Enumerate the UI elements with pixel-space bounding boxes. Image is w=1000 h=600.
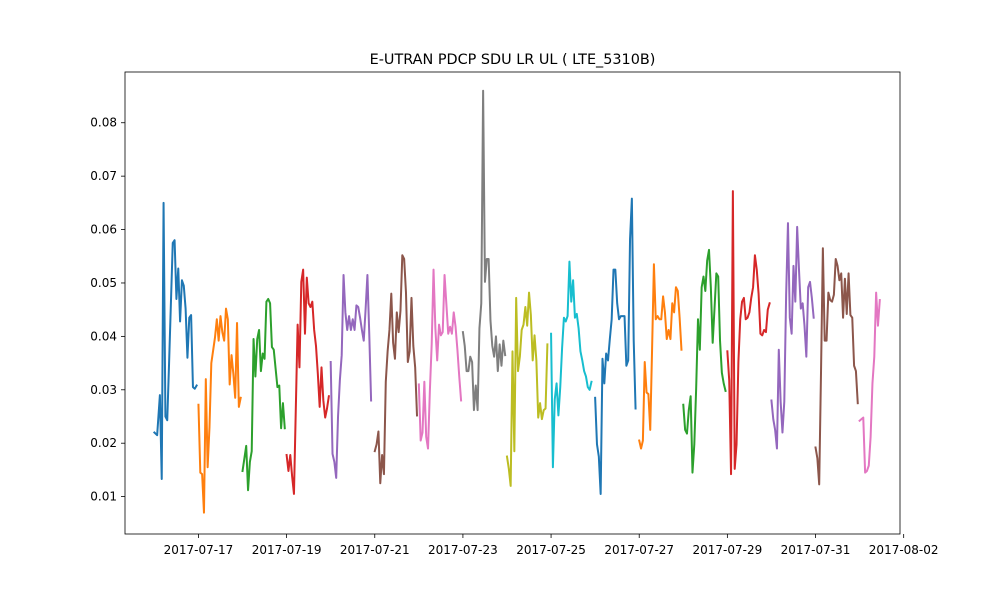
series-line-7 [417, 268, 463, 450]
series-line-12 [638, 263, 683, 450]
x-tick-label: 2017-07-23 [428, 543, 498, 557]
series-line-9 [505, 291, 549, 487]
series-line-10 [550, 260, 593, 469]
series-line-3 [241, 297, 286, 492]
series-line-13 [682, 248, 727, 474]
y-tick-label: 0.01 [90, 490, 117, 504]
x-tick-label: 2017-07-21 [340, 543, 410, 557]
plot-frame [124, 71, 901, 535]
x-tick-label: 2017-08-02 [869, 543, 939, 557]
y-tick-label: 0.04 [90, 329, 117, 343]
series-line-17 [858, 291, 881, 474]
series-line-8 [461, 89, 507, 412]
series-line-16 [814, 247, 859, 486]
x-tick-label: 2017-07-17 [164, 543, 234, 557]
series-line-6 [373, 254, 419, 485]
y-tick-label: 0.03 [90, 383, 117, 397]
series-line-4 [285, 268, 330, 495]
x-tick-label: 2017-07-19 [252, 543, 322, 557]
plot-series-group [152, 89, 881, 514]
x-tick-label: 2017-07-31 [781, 543, 851, 557]
series-line-5 [329, 273, 373, 479]
series-line-1 [152, 201, 198, 480]
x-tick-label: 2017-07-25 [516, 543, 586, 557]
series-line-14 [726, 190, 771, 476]
y-tick-label: 0.08 [90, 116, 117, 130]
chart-title: E-UTRAN PDCP SDU LR UL ( LTE_5310B) [370, 52, 656, 68]
y-tick-label: 0.07 [90, 169, 117, 183]
series-line-15 [770, 222, 815, 450]
series-line-11 [594, 197, 637, 495]
y-tick-label: 0.05 [90, 276, 117, 290]
y-tick-label: 0.02 [90, 436, 117, 450]
y-tick-label: 0.06 [90, 223, 117, 237]
series-line-2 [197, 307, 242, 514]
x-axis: 2017-07-17 2017-07-19 2017-07-21 2017-07-23… [164, 534, 939, 557]
x-tick-label: 2017-07-27 [604, 543, 674, 557]
x-tick-label: 2017-07-29 [692, 543, 762, 557]
y-axis: 0.01 0.02 0.03 0.04 0.05 0.06 0.07 0.08 [90, 116, 125, 504]
